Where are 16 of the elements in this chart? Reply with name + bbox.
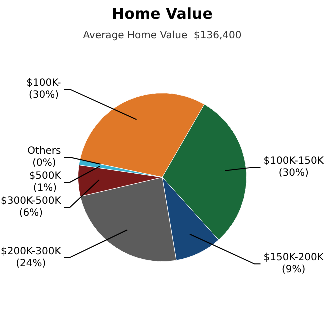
slice-label: $200K-300K (1, 246, 62, 258)
data-label: (30%) (278, 168, 309, 180)
data-label: (30%) (28, 90, 60, 102)
chart-subtitle: Average Home Value $136,400 (83, 30, 242, 42)
text: (0%) (32, 158, 56, 170)
slice-label: $150K-200K (264, 252, 324, 264)
data-label: (24%) (16, 258, 46, 270)
data-label: (6%) (19, 208, 44, 220)
slice-label: $500K (29, 171, 62, 182)
category-label: Others (28, 146, 62, 158)
slice-label: $100K-150K (264, 156, 324, 168)
slice-label: $300K-500K (1, 196, 62, 208)
data-label: (9%) (282, 264, 306, 276)
chart-title: Home Value (112, 4, 213, 23)
slice-label: $100K- (26, 78, 62, 90)
data-label: (1%) (33, 183, 58, 194)
